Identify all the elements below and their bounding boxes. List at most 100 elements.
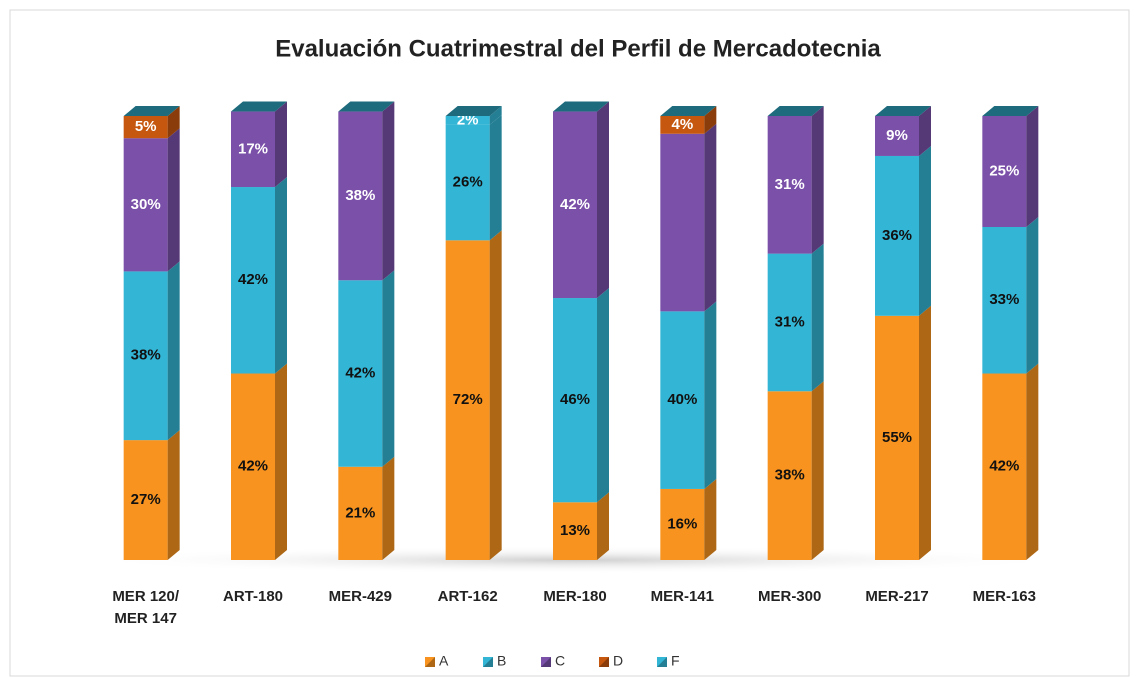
bar-top bbox=[982, 106, 1039, 116]
bar-top bbox=[660, 106, 717, 116]
bar-side bbox=[597, 492, 609, 560]
bar-segment bbox=[123, 116, 168, 139]
legend-label: A bbox=[439, 653, 449, 669]
data-label: 30% bbox=[131, 196, 161, 213]
bar-side bbox=[275, 101, 287, 188]
x-tick-label: MER-429 bbox=[329, 588, 392, 605]
bar-side bbox=[919, 305, 931, 560]
bar-side bbox=[704, 106, 717, 134]
bar-segment bbox=[123, 440, 168, 560]
data-label: 17% bbox=[238, 140, 268, 157]
x-tick-label: MER-163 bbox=[973, 588, 1036, 605]
bar-segment bbox=[338, 280, 383, 467]
bar-top bbox=[553, 101, 609, 112]
bar-top bbox=[231, 101, 287, 112]
legend-label: C bbox=[555, 653, 565, 669]
bar-segment bbox=[445, 116, 490, 125]
bar-segment bbox=[767, 253, 812, 392]
x-tick-label: ART-180 bbox=[223, 588, 283, 605]
data-label: 55% bbox=[882, 429, 912, 446]
data-label: 27% bbox=[131, 491, 161, 508]
data-label: 38% bbox=[345, 187, 375, 204]
data-label: 38% bbox=[775, 467, 805, 484]
data-label: 38% bbox=[131, 347, 161, 364]
legend-swatch-shade bbox=[541, 657, 551, 667]
bar-side bbox=[597, 288, 609, 503]
bar-side bbox=[919, 145, 931, 316]
bar-side bbox=[275, 177, 287, 374]
data-label: 16% bbox=[667, 515, 697, 532]
bar-segment bbox=[553, 502, 597, 560]
bar-side bbox=[811, 106, 824, 254]
bar-segment bbox=[445, 124, 490, 241]
data-label: 42% bbox=[345, 364, 375, 381]
bar-segment bbox=[660, 116, 705, 134]
legend-swatch-shade bbox=[425, 657, 435, 667]
bar-side bbox=[167, 106, 180, 139]
data-label: 36% bbox=[882, 227, 912, 244]
legend-label: F bbox=[671, 653, 680, 669]
bar-side bbox=[167, 128, 180, 272]
bar-side bbox=[382, 101, 395, 281]
data-label: 46% bbox=[560, 391, 590, 408]
bar-segment bbox=[875, 315, 919, 560]
bar-side bbox=[489, 114, 502, 241]
bar-segment bbox=[231, 111, 275, 188]
bar-segment bbox=[660, 488, 705, 560]
bar-segment bbox=[338, 111, 383, 281]
bar-segment bbox=[231, 373, 275, 560]
data-label: 42% bbox=[238, 458, 268, 475]
legend-swatch-shade bbox=[657, 657, 667, 667]
legend-swatch-shade bbox=[599, 657, 609, 667]
bar-segment bbox=[231, 187, 275, 374]
x-tick-label: MER-180 bbox=[543, 588, 606, 605]
bar-side bbox=[704, 301, 717, 489]
bar-segment bbox=[553, 298, 597, 503]
bar-top bbox=[445, 106, 502, 116]
bar-segment bbox=[553, 111, 597, 299]
data-label: 25% bbox=[989, 162, 1019, 179]
bar-side bbox=[382, 456, 395, 560]
data-label: 4% bbox=[671, 116, 693, 133]
x-tick-label: MER 120/MER 147 bbox=[112, 588, 180, 627]
bar-side bbox=[1026, 106, 1039, 227]
bar-top bbox=[338, 101, 395, 112]
bar-segment bbox=[875, 116, 919, 156]
chart-title: Evaluación Cuatrimestral del Perfil de M… bbox=[275, 35, 881, 62]
bar-segment bbox=[982, 116, 1027, 227]
data-label: 26% bbox=[453, 174, 483, 191]
bar-side bbox=[811, 381, 824, 560]
data-label: 42% bbox=[238, 271, 268, 288]
data-label: 9% bbox=[886, 127, 908, 144]
data-label: 5% bbox=[135, 118, 157, 135]
bar-top bbox=[123, 106, 180, 116]
bar-side bbox=[489, 230, 502, 560]
data-label: 13% bbox=[560, 522, 590, 539]
bar-side bbox=[167, 430, 180, 560]
data-label: 42% bbox=[989, 458, 1019, 475]
bar-side bbox=[1026, 363, 1039, 560]
x-tick-label: ART-162 bbox=[438, 588, 498, 605]
bar-side bbox=[704, 478, 717, 560]
data-label: 40% bbox=[667, 391, 697, 408]
x-tick-label: MER-300 bbox=[758, 588, 821, 605]
bar-side bbox=[919, 106, 931, 156]
bar-top bbox=[767, 106, 824, 116]
bar-side bbox=[811, 243, 824, 392]
bar-side bbox=[275, 363, 287, 560]
data-label: 33% bbox=[989, 291, 1019, 308]
bar-segment bbox=[123, 138, 168, 272]
legend-label: D bbox=[613, 653, 623, 669]
bar-segment bbox=[660, 133, 705, 312]
x-tick-label: MER-217 bbox=[865, 588, 928, 605]
bar-side bbox=[704, 123, 717, 312]
x-tick-label: MER-141 bbox=[651, 588, 714, 605]
bar-segment bbox=[875, 155, 919, 316]
data-label: 72% bbox=[453, 391, 483, 408]
bar-segment bbox=[660, 311, 705, 489]
bar-segment bbox=[767, 116, 812, 254]
bar-side bbox=[1026, 217, 1039, 374]
bar-top bbox=[875, 106, 931, 116]
